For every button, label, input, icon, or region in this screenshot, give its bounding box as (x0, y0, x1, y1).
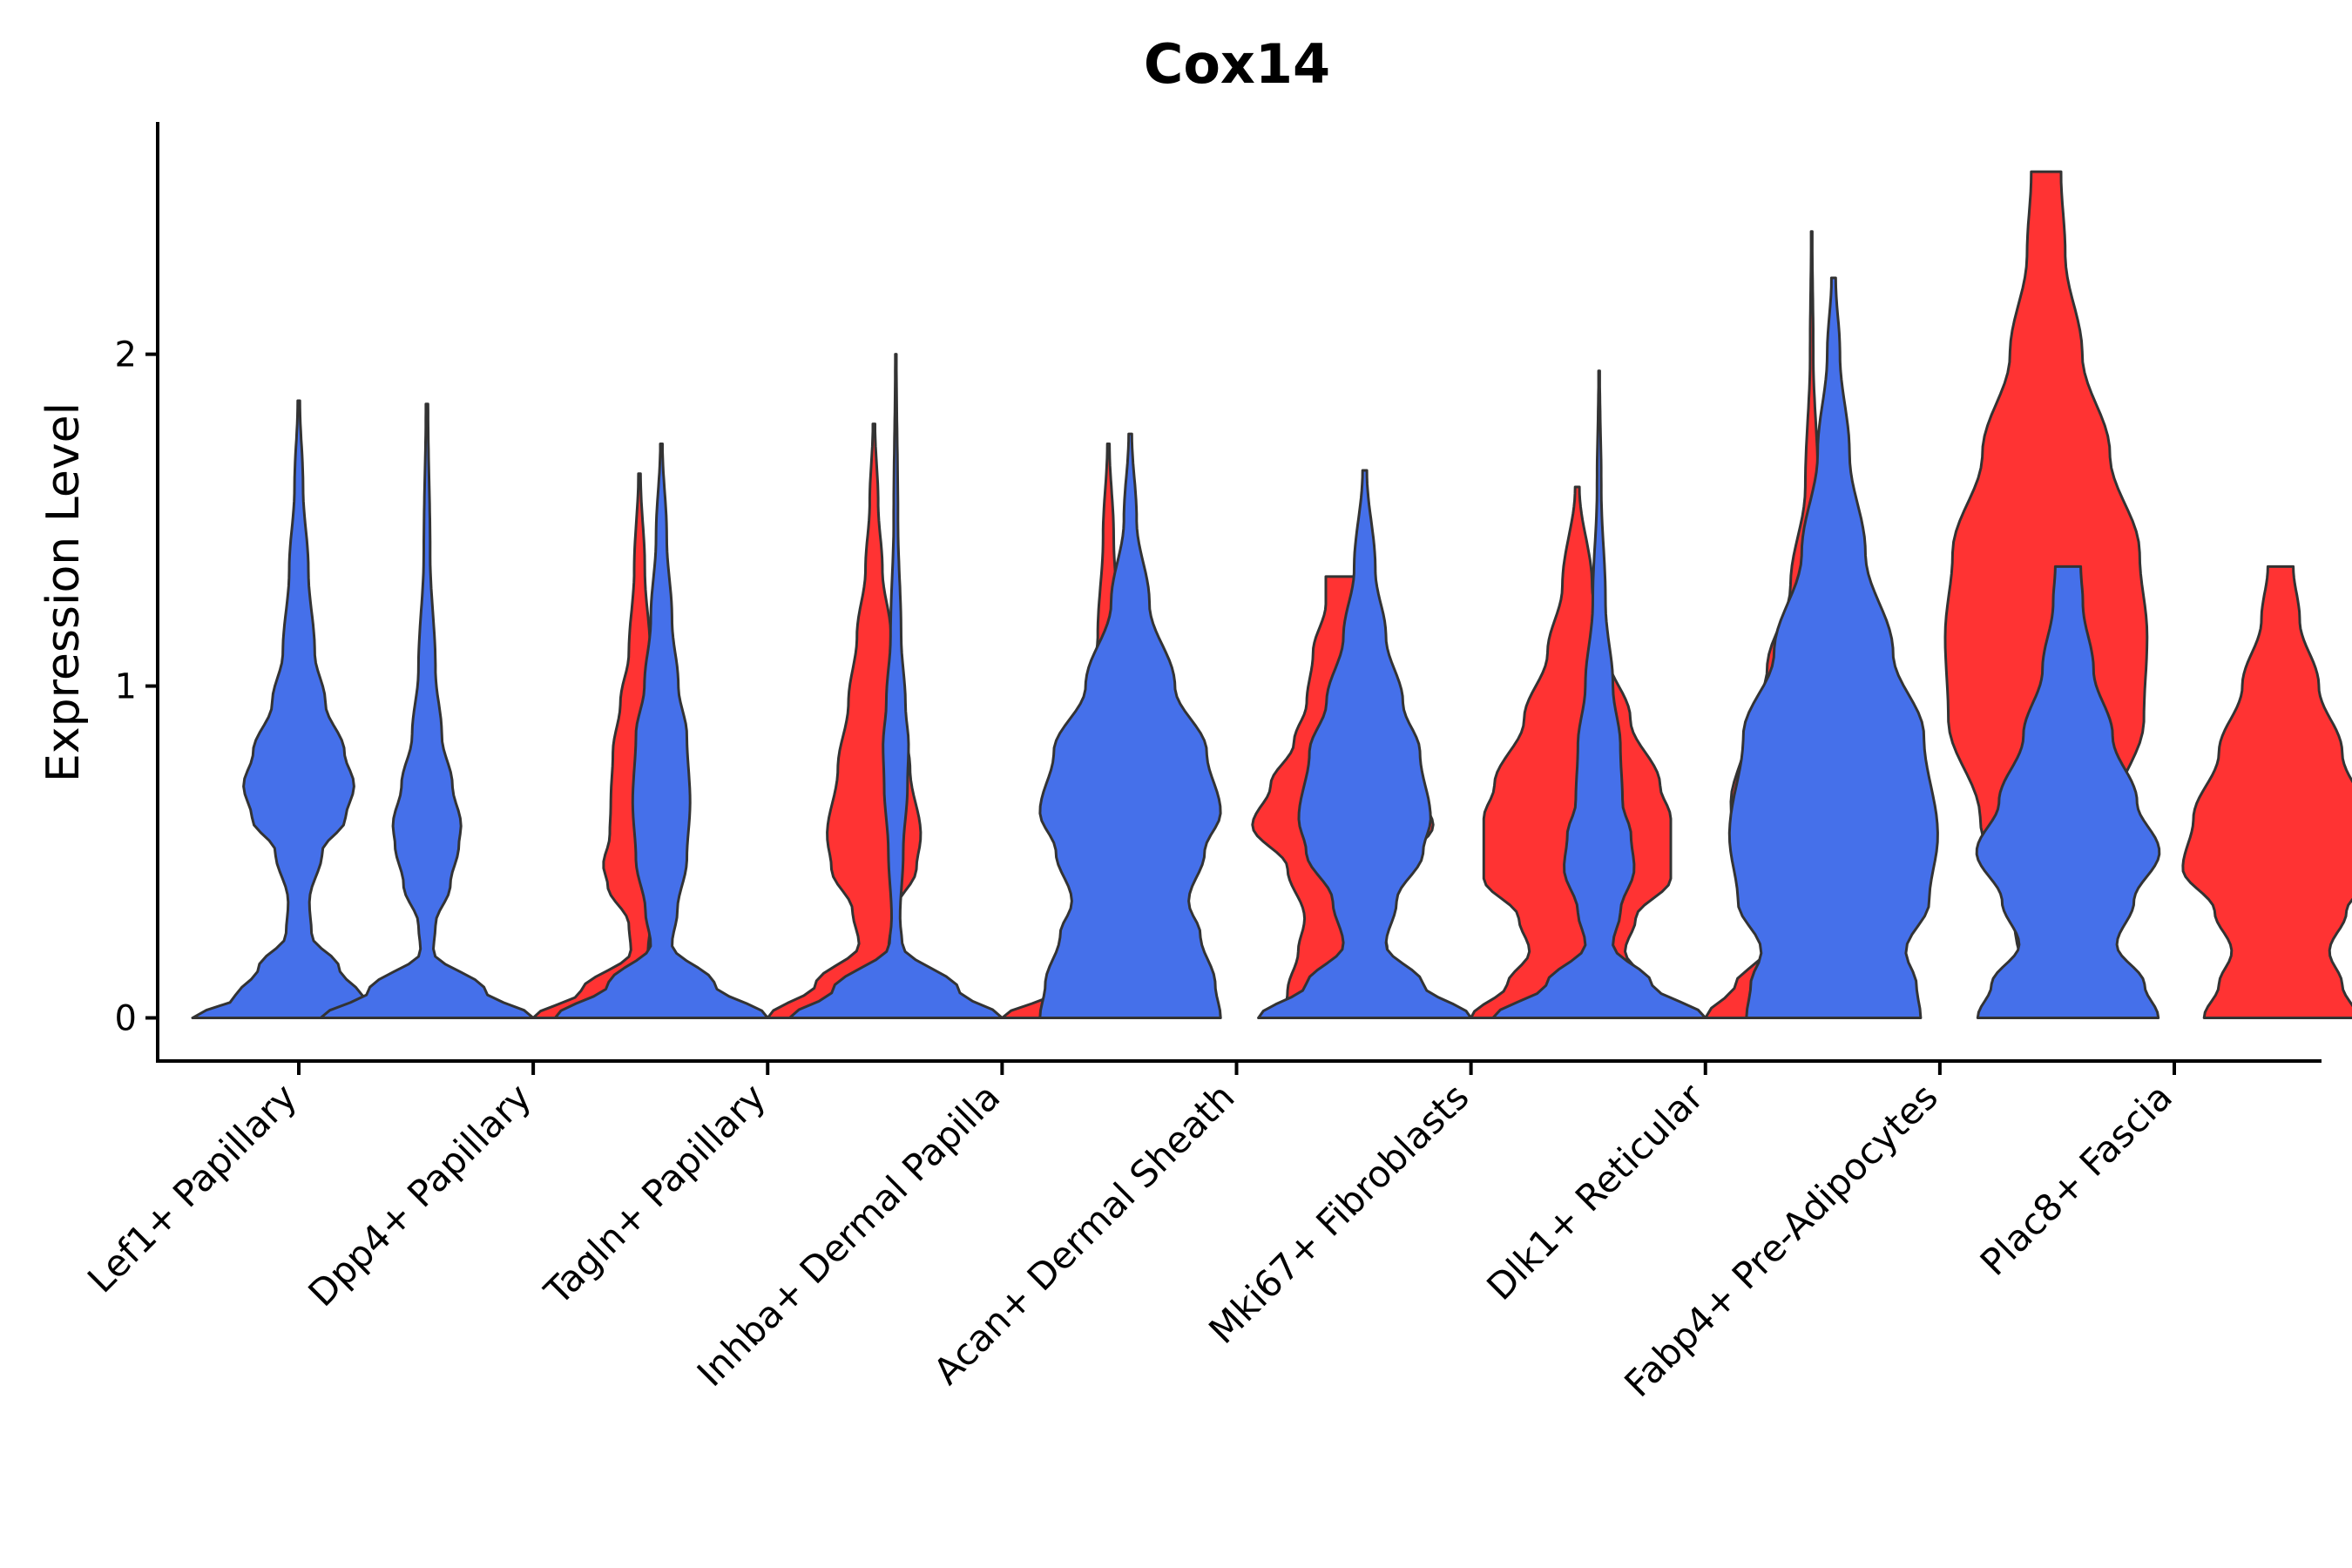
y-tick-label: 2 (115, 335, 137, 375)
violin-lef1-papillary-a (191, 399, 407, 1019)
y-axis-label: Expression Level (37, 402, 90, 782)
y-axis-ticks: 0 1 2 (115, 335, 158, 1038)
violin-plac8-fascia-b (2181, 564, 2352, 1019)
violin-dpp4-papillary-a (319, 402, 535, 1019)
violin-group (191, 170, 2352, 1019)
x-tick-label: Tagln+ Papillary (536, 1075, 774, 1313)
x-tick-label: Plac8+ Fascia (1972, 1075, 2180, 1283)
y-tick-label: 1 (115, 667, 137, 707)
chart-title: Cox14 (1144, 32, 1330, 96)
violin-acan-dermal-sheath-a (1038, 432, 1222, 1019)
violin-fabp4-pre-adipocytes-a (1727, 276, 1939, 1019)
y-tick-label: 0 (115, 998, 137, 1038)
x-tick-label: Mki67+ Fibroblasts (1200, 1075, 1477, 1351)
violin-mki67-fibroblasts-a (1257, 469, 1473, 1019)
x-tick-label: Lef1+ Papillary (79, 1075, 305, 1301)
violin-tagln-papillary-a (553, 443, 769, 1019)
violin-inhba-dermal-papilla-a (787, 353, 1004, 1019)
violin-dlk1-reticular-a (1491, 369, 1707, 1019)
violin-tagln-papillary-b (766, 422, 982, 1019)
x-tick-label: Dpp4+ Papillary (300, 1075, 539, 1315)
violin-plac8-fascia-a (1975, 564, 2161, 1019)
x-tick-label: Dlk1+ Reticular (1478, 1075, 1712, 1308)
